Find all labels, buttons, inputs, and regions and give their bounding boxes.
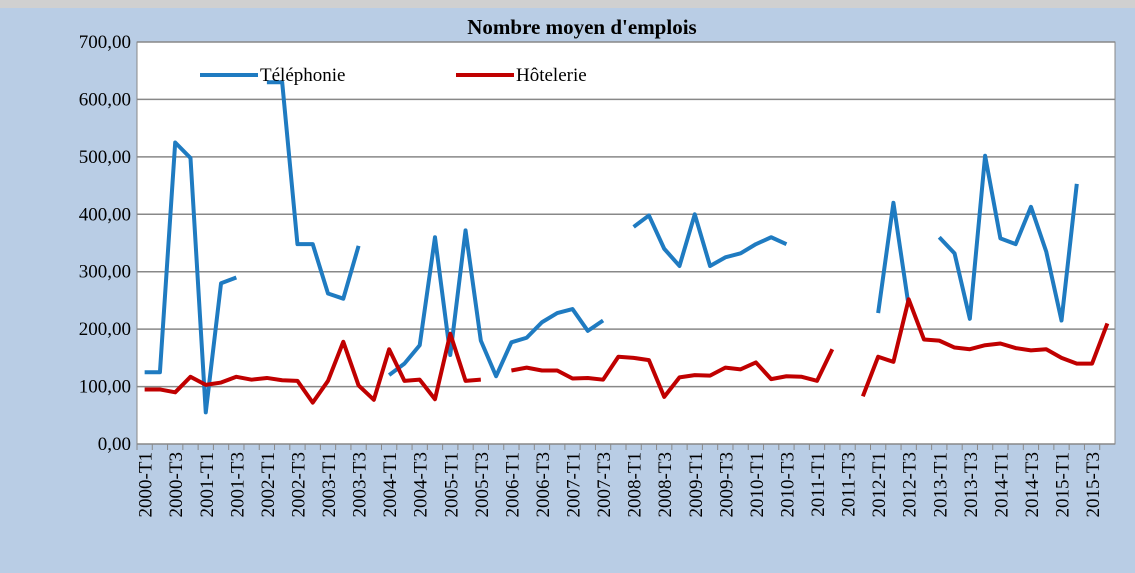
x-tick-label: 2008-T1: [625, 452, 646, 517]
x-tick-label: 2013-T3: [961, 452, 982, 517]
x-tick-label: 2014-T3: [1022, 452, 1043, 517]
x-tick-label: 2012-T3: [900, 452, 921, 517]
x-tick-label: 2012-T1: [869, 452, 890, 517]
x-tick-label: 2009-T3: [716, 452, 737, 517]
x-tick-label: 2001-T3: [227, 452, 248, 517]
x-tick-label: 2000-T3: [166, 452, 187, 517]
x-tick-label: 2009-T1: [686, 452, 707, 517]
x-tick-label: 2006-T1: [502, 452, 523, 517]
x-tick-label: 2003-T3: [350, 452, 371, 517]
x-tick-label: 2001-T1: [197, 452, 218, 517]
legend-label: Hôtelerie: [516, 65, 587, 86]
x-tick-label: 2010-T3: [777, 452, 798, 517]
y-tick-label: 200,00: [79, 319, 131, 340]
y-tick-label: 300,00: [79, 262, 131, 283]
x-tick-label: 2007-T3: [594, 452, 615, 517]
line-series: [144, 80, 1079, 415]
x-tick-label: 2005-T1: [441, 452, 462, 517]
y-tick-label: 100,00: [79, 377, 131, 398]
x-tick-label: 2003-T1: [319, 452, 340, 517]
x-tick-label: 2011-T3: [839, 452, 860, 517]
x-tick-label: 2014-T1: [991, 452, 1012, 517]
x-tick-label: 2013-T1: [930, 452, 951, 517]
x-tick-label: 2015-T3: [1083, 452, 1104, 517]
x-tick-label: 2007-T1: [564, 452, 585, 517]
y-tick-label: 700,00: [79, 32, 131, 53]
x-tick-label: 2015-T1: [1053, 452, 1074, 517]
legend-label: Téléphonie: [260, 65, 345, 86]
chart-title: Nombre moyen d'emplois: [467, 15, 696, 39]
x-tick-label: 2002-T3: [288, 452, 309, 517]
x-tick-label: 2000-T1: [136, 452, 157, 517]
x-tick-label: 2004-T3: [411, 452, 432, 517]
x-tick-label: 2011-T1: [808, 452, 829, 517]
x-tick-label: 2008-T3: [655, 452, 676, 517]
x-tick-label: 2002-T1: [258, 452, 279, 517]
frame-top: [0, 0, 1135, 8]
y-tick-label: 0,00: [98, 434, 131, 455]
x-tick-label: 2006-T3: [533, 452, 554, 517]
x-tick-label: 2004-T1: [380, 452, 401, 517]
y-tick-label: 400,00: [79, 204, 131, 225]
y-tick-label: 500,00: [79, 147, 131, 168]
y-tick-label: 600,00: [79, 89, 131, 110]
x-tick-label: 2005-T3: [472, 452, 493, 517]
line-series: [144, 297, 1110, 405]
x-tick-label: 2010-T1: [747, 452, 768, 517]
